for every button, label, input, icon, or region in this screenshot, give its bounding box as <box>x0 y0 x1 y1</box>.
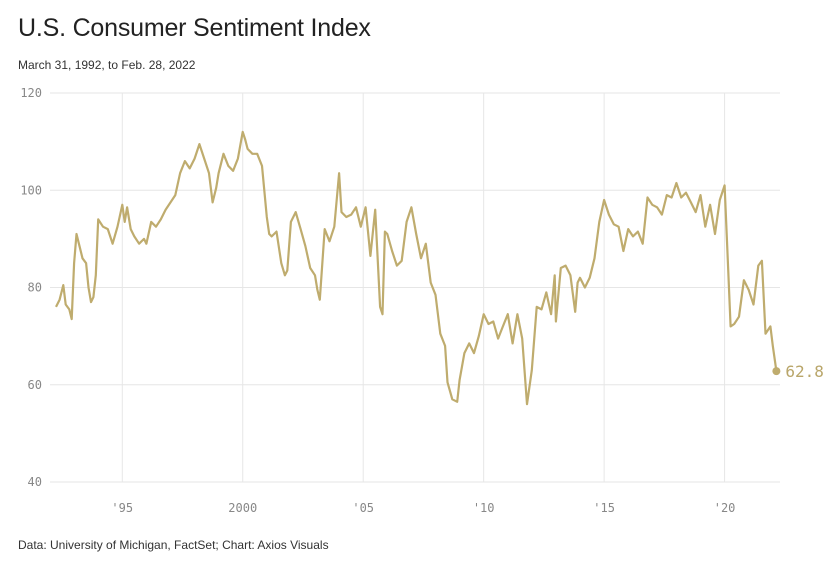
last-value-label: 62.8 <box>785 362 824 381</box>
x-axis-ticks: '95 2000 '05 '10 '15 '20 <box>111 501 735 515</box>
source-note: Data: University of Michigan, FactSet; C… <box>18 538 329 552</box>
last-value-marker <box>772 367 781 376</box>
y-tick-label: 100 <box>20 183 42 197</box>
data-points <box>55 131 777 405</box>
x-tick-label: '05 <box>352 501 374 515</box>
y-tick-label: 120 <box>20 86 42 100</box>
x-tick-label: 2000 <box>228 501 257 515</box>
grid-layer <box>50 92 780 483</box>
y-axis-ticks: 40 60 80 100 120 <box>20 86 42 489</box>
chart-subtitle: March 31, 1992, to Feb. 28, 2022 <box>18 58 196 72</box>
y-tick-label: 80 <box>28 281 42 295</box>
x-tick-label: '20 <box>714 501 736 515</box>
y-tick-label: 60 <box>28 378 42 392</box>
x-tick-label: '15 <box>593 501 615 515</box>
x-tick-label: '10 <box>473 501 495 515</box>
x-tick-label: '95 <box>111 501 133 515</box>
chart-title: U.S. Consumer Sentiment Index <box>18 14 371 42</box>
sentiment-series-line <box>55 130 778 406</box>
y-tick-label: 40 <box>28 475 42 489</box>
